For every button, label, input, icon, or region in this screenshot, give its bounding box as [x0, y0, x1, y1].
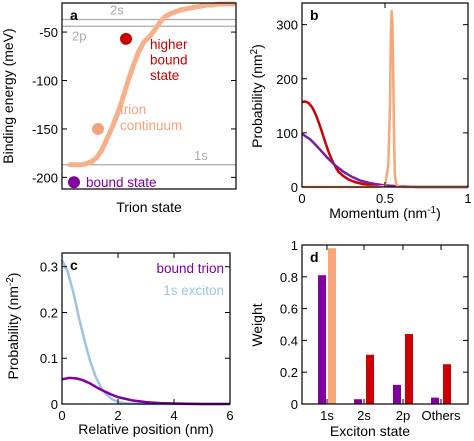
reference-label-1s: 1s: [194, 148, 208, 163]
marker-higher-bound-state: [120, 32, 132, 45]
annotation-higher-bound-state: bound: [150, 53, 188, 68]
panel-b-frame: [301, 2, 469, 188]
x-tick-label: 2p: [396, 408, 410, 423]
y-tick-label: 1: [291, 238, 298, 253]
panel-d-plot: 1s 2s 2p Others 0 0.2 0.4 0.6 0.8 1 Exciton state W…: [249, 238, 468, 439]
y-tick-label: 0.6: [280, 302, 298, 317]
panel-a-letter: a: [70, 7, 78, 23]
x-tick-label: 2: [114, 408, 121, 423]
bar-2p-0: [393, 384, 401, 404]
panel-c-plot: bound trion 1s exciton 0 0.1 0.2 0.3 0 2 4 6 Relat…: [5, 253, 234, 437]
panel-c-frame: [61, 252, 231, 405]
panel-d-frame: [301, 244, 469, 405]
panel-c-letter: c: [70, 257, 78, 273]
annotation-higher-bound-state: state: [150, 68, 179, 83]
bar-1s-2: [328, 248, 336, 404]
bar-2s-1: [366, 354, 374, 404]
y-tick-label: 0: [51, 397, 58, 412]
bar-2p-1: [405, 334, 413, 404]
bar-2s-0: [354, 399, 362, 404]
annotation-bound-state: bound state: [86, 175, 157, 190]
bar-Others-1: [443, 364, 451, 404]
panel-a-frame: [61, 2, 237, 190]
y-tick-label: 100: [276, 126, 298, 141]
series-line-bound-trion: [61, 376, 230, 406]
annotation-higher-bound-state: higher: [150, 37, 188, 52]
series-line-2: [302, 9, 468, 189]
panel-c: bound trion 1s exciton 0 0.1 0.2 0.3 0 2 4 6 Relat…: [5, 252, 234, 437]
x-tick-label: 1: [464, 191, 471, 206]
panel-d-letter: d: [310, 249, 319, 265]
x-axis-label: Relative position (nm): [78, 421, 213, 437]
series-line-1s-exciton: [60, 259, 230, 406]
x-tick-label: Others: [421, 408, 461, 423]
y-tick-label: 0.2: [280, 365, 298, 380]
marker-bound-state: [68, 176, 80, 189]
y-tick-label: 0.8: [280, 270, 298, 285]
x-axis-label: Momentum (nm-1): [329, 205, 441, 222]
series-trion-continuum: [67, 1, 237, 168]
x-axis-label: Trion state: [116, 199, 182, 215]
y-axis-label: Binding energy (meV): [0, 28, 16, 163]
y-axis-label: Probability (nm-2): [5, 273, 22, 380]
legend-bound-trion: bound trion: [156, 261, 224, 276]
y-tick-label: 0.3: [40, 260, 58, 275]
annotation-trion-continuum: continuum: [120, 118, 182, 133]
y-tick-label: 0.1: [40, 351, 58, 366]
y-tick-label: 0: [291, 397, 298, 412]
bar-Others-0: [431, 397, 439, 404]
y-tick-label: 0.4: [280, 333, 298, 348]
marker-trion-continuum: [92, 122, 104, 135]
x-tick-label: 0: [58, 408, 65, 423]
y-tick-label: 300: [276, 18, 298, 33]
y-axis-label: Probability (nm2): [249, 44, 266, 148]
x-tick-label: 4: [170, 408, 177, 423]
y-tick-label: -200: [32, 170, 58, 185]
reference-label-2p: 2p: [72, 28, 86, 43]
y-tick-label: -50: [39, 25, 58, 40]
y-tick-label: 200: [276, 72, 298, 87]
panel-d: 1s 2s 2p Others 0 0.2 0.4 0.6 0.8 1 Exciton state W…: [249, 238, 469, 439]
reference-label-2s: 2s: [110, 2, 124, 17]
x-tick-label: 2s: [357, 408, 371, 423]
y-axis-label: Weight: [249, 303, 265, 346]
x-tick-label: 0: [298, 191, 305, 206]
panel-b-plot: 0 100 200 300 0 0.5 1 Momentum (nm-1) Probabilit…: [249, 3, 472, 221]
x-tick-label: 1s: [320, 408, 334, 423]
y-tick-label: 0.2: [40, 305, 58, 320]
x-tick-label: 6: [226, 408, 233, 423]
y-tick-label: -100: [32, 74, 58, 89]
x-axis-label: Exciton state: [330, 423, 410, 439]
legend-1s-exciton: 1s exciton: [163, 283, 224, 298]
series-line-0: [301, 100, 468, 189]
annotation-trion-continuum: trion: [120, 102, 146, 117]
panel-b-letter: b: [310, 7, 319, 23]
y-tick-label: -150: [32, 122, 58, 137]
bar-1s-0: [318, 275, 326, 404]
y-tick-label: 0: [291, 180, 298, 195]
panel-b: 0 100 200 300 0 0.5 1 Momentum (nm-1) Probabilit…: [249, 2, 472, 221]
x-tick-label: 0.5: [376, 191, 394, 206]
